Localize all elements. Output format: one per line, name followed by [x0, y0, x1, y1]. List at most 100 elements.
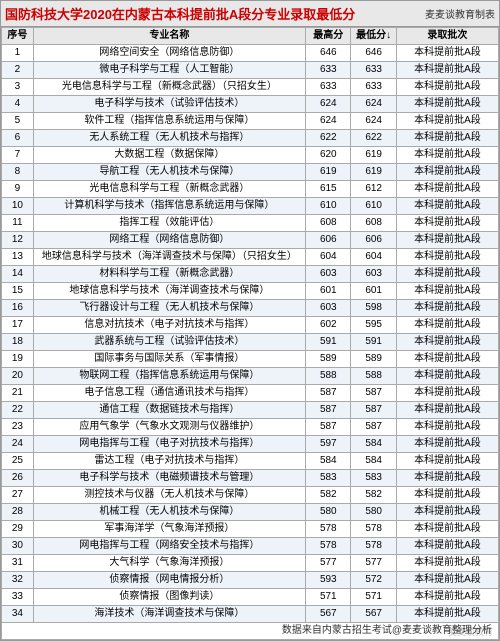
cell-seq: 3: [2, 79, 34, 96]
cell-min: 583: [351, 470, 396, 487]
table-row: 17信息对抗技术（电子对抗技术与指挥）602595本科提前批A段: [2, 317, 499, 334]
cell-batch: 本科提前批A段: [396, 606, 498, 623]
cell-min: 604: [351, 249, 396, 266]
cell-name: 光电信息科学与工程（新概念武器）: [33, 181, 305, 198]
cell-batch: 本科提前批A段: [396, 96, 498, 113]
table-row: 4电子科学与技术（试验评估技术）624624本科提前批A段: [2, 96, 499, 113]
cell-max: 602: [306, 317, 351, 334]
cell-max: 597: [306, 436, 351, 453]
cell-batch: 本科提前批A段: [396, 402, 498, 419]
cell-min: 578: [351, 521, 396, 538]
table-row: 27测控技术与仪器（无人机技术与保障）582582本科提前批A段: [2, 487, 499, 504]
cell-name: 电子科学与技术（电磁频谱技术与管理）: [33, 470, 305, 487]
page-subtitle: 麦麦谈教育制表: [425, 6, 495, 21]
cell-max: 624: [306, 113, 351, 130]
cell-batch: 本科提前批A段: [396, 589, 498, 606]
cell-min: 587: [351, 385, 396, 402]
cell-batch: 本科提前批A段: [396, 470, 498, 487]
cell-min: 587: [351, 402, 396, 419]
cell-seq: 4: [2, 96, 34, 113]
cell-seq: 25: [2, 453, 34, 470]
cell-max: 593: [306, 572, 351, 589]
table-container: 国防科技大学2020在内蒙古本科提前批A段分专业录取最低分 麦麦谈教育制表 序号…: [0, 0, 500, 641]
col-name: 专业名称: [33, 28, 305, 45]
cell-seq: 11: [2, 215, 34, 232]
table-row: 2微电子科学与工程（人工智能）633633本科提前批A段: [2, 62, 499, 79]
cell-min: 624: [351, 113, 396, 130]
cell-max: 591: [306, 334, 351, 351]
cell-seq: 24: [2, 436, 34, 453]
cell-min: 584: [351, 453, 396, 470]
cell-max: 624: [306, 96, 351, 113]
header-row: 序号 专业名称 最高分 最低分↓ 录取批次: [2, 28, 499, 45]
cell-batch: 本科提前批A段: [396, 232, 498, 249]
cell-name: 网电指挥与工程（网络安全技术与指挥）: [33, 538, 305, 555]
cell-name: 军事海洋学（气象海洋预报）: [33, 521, 305, 538]
cell-max: 619: [306, 164, 351, 181]
cell-seq: 10: [2, 198, 34, 215]
cell-batch: 本科提前批A段: [396, 334, 498, 351]
cell-seq: 27: [2, 487, 34, 504]
cell-min: 580: [351, 504, 396, 521]
cell-seq: 14: [2, 266, 34, 283]
cell-batch: 本科提前批A段: [396, 385, 498, 402]
cell-max: 587: [306, 419, 351, 436]
cell-name: 海洋技术（海洋调查技术与保障）: [33, 606, 305, 623]
table-row: 28机械工程（无人机技术与保障）580580本科提前批A段: [2, 504, 499, 521]
col-batch: 录取批次: [396, 28, 498, 45]
table-row: 32侦察情报（网电情报分析）593572本科提前批A段: [2, 572, 499, 589]
cell-min: 598: [351, 300, 396, 317]
cell-min: 610: [351, 198, 396, 215]
cell-max: 577: [306, 555, 351, 572]
cell-batch: 本科提前批A段: [396, 368, 498, 385]
cell-seq: 19: [2, 351, 34, 368]
cell-name: 武器系统与工程（试验评估技术）: [33, 334, 305, 351]
title-bar: 国防科技大学2020在内蒙古本科提前批A段分专业录取最低分 麦麦谈教育制表: [1, 1, 499, 27]
cell-seq: 1: [2, 45, 34, 62]
cell-name: 网电指挥与工程（电子对抗技术与指挥）: [33, 436, 305, 453]
cell-seq: 30: [2, 538, 34, 555]
cell-seq: 6: [2, 130, 34, 147]
cell-max: 578: [306, 521, 351, 538]
table-row: 25雷达工程（电子对抗技术与指挥）584584本科提前批A段: [2, 453, 499, 470]
cell-seq: 18: [2, 334, 34, 351]
cell-min: 601: [351, 283, 396, 300]
cell-batch: 本科提前批A段: [396, 504, 498, 521]
cell-batch: 本科提前批A段: [396, 164, 498, 181]
footer-text: 数据来自内蒙古招生考试@麦麦谈教育整理分析: [2, 623, 499, 640]
cell-name: 地球信息科学与技术（海洋调查技术与保障）: [33, 283, 305, 300]
col-min: 最低分↓: [351, 28, 396, 45]
cell-min: 619: [351, 164, 396, 181]
data-table: 序号 专业名称 最高分 最低分↓ 录取批次 1网络空间安全（网络信息防御）646…: [1, 27, 499, 640]
cell-seq: 29: [2, 521, 34, 538]
cell-name: 电子信息工程（通信通讯技术与指挥）: [33, 385, 305, 402]
cell-min: 633: [351, 79, 396, 96]
cell-seq: 23: [2, 419, 34, 436]
table-row: 22通信工程（数据链技术与指挥）587587本科提前批A段: [2, 402, 499, 419]
cell-name: 通信工程（数据链技术与指挥）: [33, 402, 305, 419]
table-row: 18武器系统与工程（试验评估技术）591591本科提前批A段: [2, 334, 499, 351]
cell-batch: 本科提前批A段: [396, 538, 498, 555]
cell-max: 584: [306, 453, 351, 470]
col-max: 最高分: [306, 28, 351, 45]
cell-seq: 13: [2, 249, 34, 266]
table-row: 11指挥工程（效能评估）608608本科提前批A段: [2, 215, 499, 232]
cell-max: 608: [306, 215, 351, 232]
cell-min: 612: [351, 181, 396, 198]
cell-batch: 本科提前批A段: [396, 521, 498, 538]
cell-seq: 17: [2, 317, 34, 334]
cell-name: 材料科学与工程（新概念武器）: [33, 266, 305, 283]
col-seq: 序号: [2, 28, 34, 45]
cell-seq: 2: [2, 62, 34, 79]
cell-max: 583: [306, 470, 351, 487]
cell-seq: 5: [2, 113, 34, 130]
cell-name: 侦察情报（图像判读）: [33, 589, 305, 606]
cell-min: 572: [351, 572, 396, 589]
cell-batch: 本科提前批A段: [396, 266, 498, 283]
cell-seq: 28: [2, 504, 34, 521]
cell-name: 物联网工程（指挥信息系统运用与保障）: [33, 368, 305, 385]
footer-row: 数据来自内蒙古招生考试@麦麦谈教育整理分析: [2, 623, 499, 640]
table-row: 16飞行器设计与工程（无人机技术与保障）603598本科提前批A段: [2, 300, 499, 317]
cell-name: 光电信息科学与工程（新概念武器）（只招女生）: [33, 79, 305, 96]
cell-name: 导航工程（无人机技术与保障）: [33, 164, 305, 181]
